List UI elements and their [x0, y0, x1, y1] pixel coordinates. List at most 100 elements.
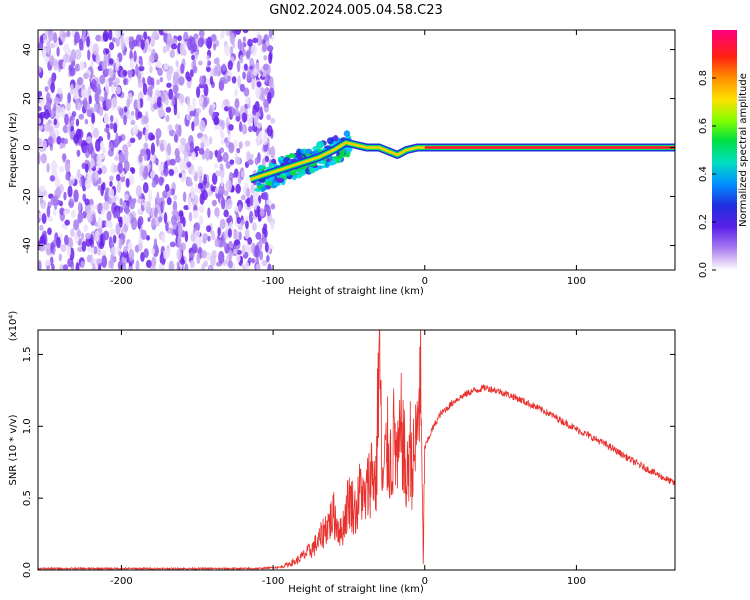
- spectrogram-cell: [69, 55, 73, 63]
- spectrogram-cell: [178, 144, 185, 153]
- spectrogram-cell: [100, 233, 104, 247]
- spectrogram-cell: [112, 196, 117, 204]
- x-tick-label: -100: [262, 276, 285, 287]
- spectrogram-cell: [162, 30, 170, 34]
- spectrogram-cell: [165, 114, 170, 123]
- spectrogram-cell: [186, 96, 191, 107]
- spectrogram-cell: [151, 180, 157, 188]
- spectrogram-cell: [245, 228, 250, 240]
- spectrogram-cell: [241, 123, 248, 135]
- spectrogram-cell: [217, 226, 221, 236]
- spectrogram-cell: [125, 177, 130, 188]
- spectrogram-cell: [305, 148, 313, 154]
- spectrogram-cell: [223, 209, 229, 218]
- spectrogram-cell: [85, 236, 92, 247]
- spectrogram-cell: [177, 234, 182, 248]
- spectrogram-cell: [110, 115, 114, 123]
- spectrogram-cell: [198, 215, 204, 226]
- spectrogram-cell: [81, 174, 85, 188]
- spectrogram-cell: [47, 136, 54, 145]
- spectrogram-cell: [259, 106, 263, 115]
- spectrogram-cell: [242, 71, 246, 80]
- spectrogram-cell: [182, 216, 186, 228]
- spectrogram-cell: [63, 209, 69, 216]
- spectrogram-cell: [49, 55, 55, 66]
- spectrogram-cell: [122, 50, 127, 56]
- spectrogram-cell: [50, 109, 54, 119]
- spectrogram-cell: [241, 112, 248, 123]
- spectrogram-cell: [55, 186, 62, 199]
- y-tick-label: 40: [22, 43, 33, 56]
- spectrogram-cell: [97, 83, 101, 94]
- colorbar-tick-label: 0.0: [698, 262, 709, 278]
- spectrogram-cell: [83, 72, 89, 80]
- spectrogram-cell: [179, 42, 185, 56]
- x-tick-label: 100: [567, 276, 586, 287]
- spectrogram-cell: [168, 124, 173, 131]
- spectrogram-cell: [40, 234, 46, 247]
- spectrogram-cell: [239, 83, 246, 92]
- spectrogram-cell: [58, 253, 63, 262]
- spectrogram-cell: [150, 142, 156, 156]
- spectrogram-cell: [118, 107, 124, 116]
- spectrogram-cell: [189, 69, 194, 78]
- spectrogram-cell: [113, 164, 119, 173]
- spectrogram-cell: [169, 49, 175, 59]
- spectrogram-cell: [268, 30, 273, 39]
- spectrogram-cell: [260, 207, 265, 217]
- spectrogram-cell: [70, 228, 75, 238]
- spectrogram-marks: [38, 30, 353, 270]
- spectrogram-cell: [251, 257, 255, 264]
- spectrogram-cell: [252, 37, 259, 44]
- spectrogram-y-ticks: -40 -20 0 20 40: [22, 43, 675, 254]
- spectrogram-frame: [37, 29, 676, 271]
- spectrogram-cell: [119, 197, 123, 206]
- spectrogram-cell: [92, 127, 99, 139]
- spectrogram-cell: [81, 240, 87, 252]
- spectrogram-cell: [183, 204, 190, 211]
- spectrogram-cell: [78, 137, 83, 147]
- spectrogram-cell: [67, 123, 71, 134]
- spectrogram-cell: [155, 157, 159, 166]
- spectrogram-cell: [127, 241, 133, 252]
- spectrogram-cell: [234, 88, 238, 98]
- spectrogram-cell: [86, 35, 90, 48]
- spectrogram-cell: [39, 111, 46, 119]
- spectrogram-cell: [229, 32, 236, 45]
- spectrogram-cell: [207, 207, 211, 218]
- spectrogram-cell: [110, 253, 114, 265]
- spectrogram-y-label: Frequency (Hz): [8, 112, 19, 188]
- spectrogram-cell: [186, 161, 192, 168]
- spectrogram-cell: [143, 248, 149, 259]
- spectrogram-cell: [158, 216, 163, 223]
- spectrogram-cell: [160, 201, 164, 214]
- spectrogram-cell: [178, 93, 185, 104]
- spectrogram-cell: [211, 199, 217, 207]
- spectrogram-cell: [218, 250, 225, 264]
- spectrogram-cell: [134, 244, 140, 253]
- colorbar: 0.0 0.2 0.4 0.6 0.8 Normalized spectral ampl…: [698, 30, 749, 278]
- spectrogram-cell: [38, 151, 41, 164]
- spectrogram-cell: [93, 246, 98, 255]
- spectrogram-cell: [266, 124, 273, 137]
- spectrogram-cell: [38, 41, 44, 51]
- spectrogram-cell: [91, 78, 97, 89]
- spectrogram-cell: [226, 198, 233, 210]
- spectrogram-cell: [196, 107, 202, 114]
- spectrogram-cell: [266, 114, 272, 121]
- spectrogram-cell: [191, 168, 196, 177]
- spectrogram-cell: [255, 231, 262, 240]
- spectrogram-cell: [226, 75, 231, 82]
- spectrogram-cell: [223, 241, 227, 249]
- spectrogram-cell: [92, 263, 96, 270]
- spectrogram-cell: [226, 217, 232, 224]
- spectrogram-cell: [168, 260, 175, 270]
- spectrogram-cell: [197, 60, 203, 66]
- spectrogram-cell: [189, 259, 195, 269]
- snr-y-label: SNR (10 * v/v): [8, 414, 19, 485]
- spectrogram-cell: [192, 209, 199, 219]
- spectrogram-cell: [62, 153, 66, 163]
- spectrogram-cell: [38, 117, 42, 125]
- spectrogram-cell: [210, 230, 215, 241]
- spectrogram-cell: [248, 125, 253, 133]
